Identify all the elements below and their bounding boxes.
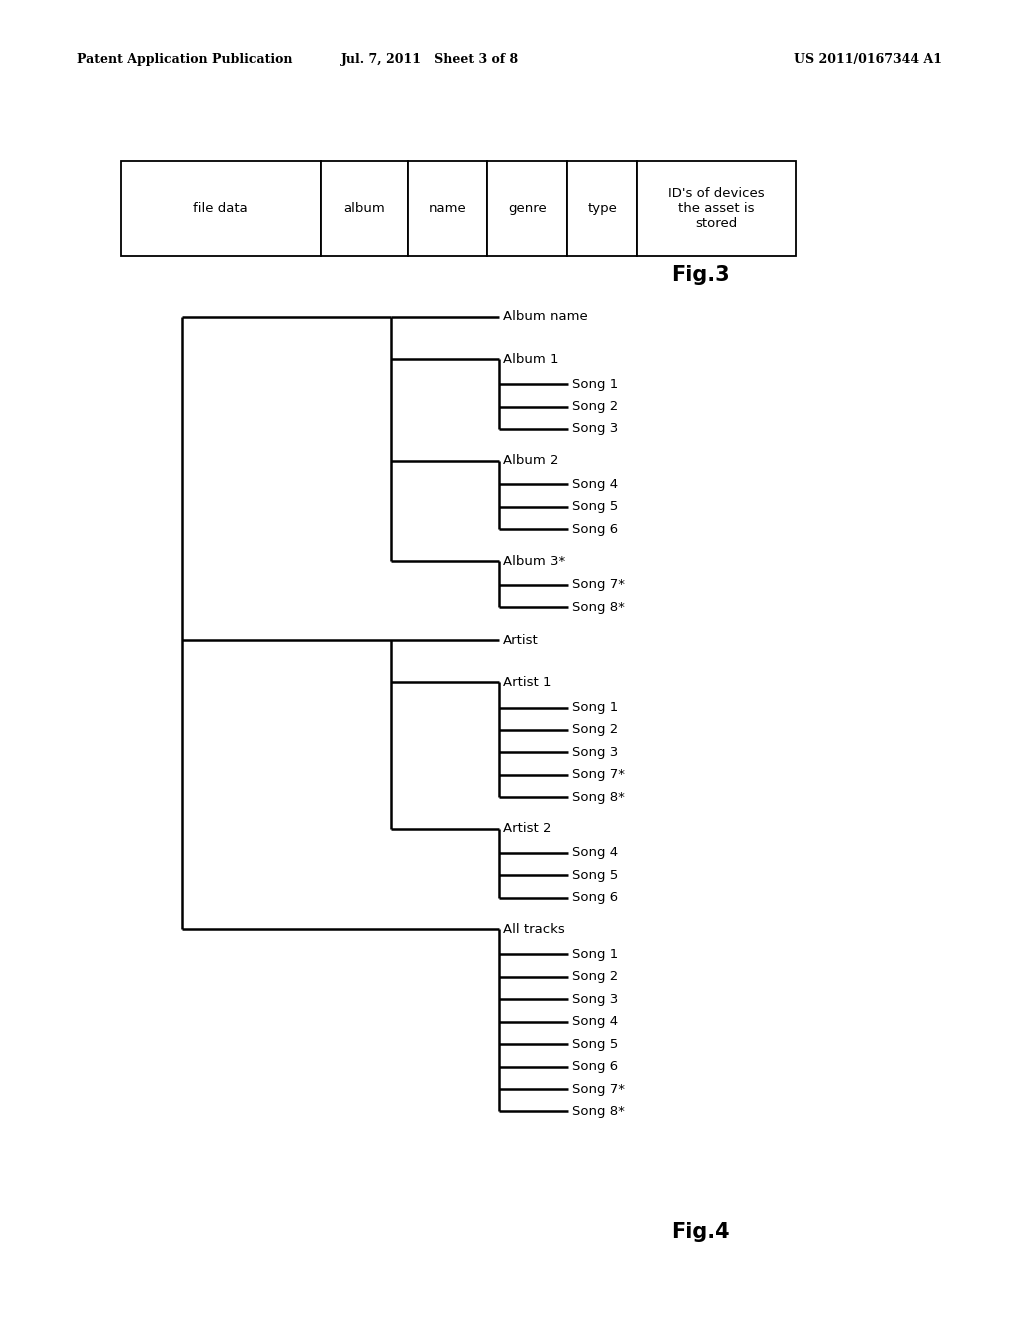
Text: Patent Application Publication: Patent Application Publication [77,53,292,66]
Text: Song 3: Song 3 [572,746,618,759]
Text: Album 3*: Album 3* [503,554,565,568]
Text: Song 6: Song 6 [572,1060,618,1073]
Text: Song 1: Song 1 [572,378,618,391]
Text: Song 7*: Song 7* [572,1082,626,1096]
Text: album: album [343,202,385,215]
Text: Artist 1: Artist 1 [503,676,551,689]
Text: Song 3: Song 3 [572,993,618,1006]
Bar [321,161,408,256]
Text: Fig.4: Fig.4 [671,1221,729,1242]
Text: Song 5: Song 5 [572,1038,618,1051]
Bar [121,161,321,256]
Text: Song 1: Song 1 [572,701,618,714]
Text: Album 1: Album 1 [503,352,558,366]
Text: Song 2: Song 2 [572,400,618,413]
Text: type: type [587,202,617,215]
Bar [567,161,637,256]
Text: Album name: Album name [503,310,588,323]
Text: Song 4: Song 4 [572,478,618,491]
Bar [637,161,796,256]
Text: Song 2: Song 2 [572,723,618,737]
Text: Artist 2: Artist 2 [503,822,551,836]
Bar [487,161,567,256]
Text: ID's of devices
the asset is
stored: ID's of devices the asset is stored [668,187,765,230]
Text: Song 4: Song 4 [572,846,618,859]
Text: Song 7*: Song 7* [572,768,626,781]
Text: Jul. 7, 2011   Sheet 3 of 8: Jul. 7, 2011 Sheet 3 of 8 [341,53,519,66]
Bar [408,161,487,256]
Text: Song 8*: Song 8* [572,601,626,614]
Text: Song 6: Song 6 [572,523,618,536]
Text: Song 4: Song 4 [572,1015,618,1028]
Text: name: name [429,202,466,215]
Text: Song 3: Song 3 [572,422,618,436]
Text: Song 5: Song 5 [572,500,618,513]
Text: Song 2: Song 2 [572,970,618,983]
Text: Song 8*: Song 8* [572,791,626,804]
Text: Song 7*: Song 7* [572,578,626,591]
Text: All tracks: All tracks [503,923,564,936]
Text: Artist: Artist [503,634,539,647]
Text: genre: genre [508,202,547,215]
Text: Song 5: Song 5 [572,869,618,882]
Text: file data: file data [194,202,248,215]
Text: Song 1: Song 1 [572,948,618,961]
Text: Album 2: Album 2 [503,454,558,467]
Text: US 2011/0167344 A1: US 2011/0167344 A1 [794,53,942,66]
Text: Fig.3: Fig.3 [671,264,729,285]
Text: Song 8*: Song 8* [572,1105,626,1118]
Text: Song 6: Song 6 [572,891,618,904]
